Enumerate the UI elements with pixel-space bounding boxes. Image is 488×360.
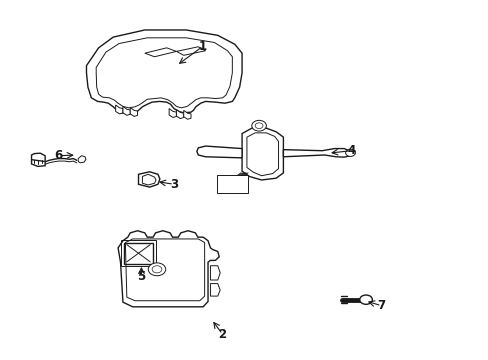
Polygon shape <box>130 108 137 116</box>
Polygon shape <box>197 146 242 158</box>
Polygon shape <box>138 172 160 187</box>
Polygon shape <box>124 243 152 264</box>
Polygon shape <box>210 284 220 296</box>
Circle shape <box>152 266 162 273</box>
Polygon shape <box>78 156 86 163</box>
Text: 2: 2 <box>218 328 226 341</box>
Polygon shape <box>118 231 219 307</box>
Circle shape <box>345 149 355 157</box>
Polygon shape <box>283 149 351 157</box>
Polygon shape <box>142 174 156 185</box>
Polygon shape <box>144 48 176 57</box>
Polygon shape <box>176 47 205 55</box>
Polygon shape <box>176 110 183 118</box>
Text: 6: 6 <box>55 149 63 162</box>
Polygon shape <box>116 105 122 114</box>
Circle shape <box>359 295 372 304</box>
Text: 1: 1 <box>199 40 207 53</box>
Circle shape <box>148 263 165 276</box>
Polygon shape <box>210 266 220 280</box>
Polygon shape <box>86 30 242 114</box>
Polygon shape <box>183 111 191 119</box>
Polygon shape <box>122 107 130 115</box>
Polygon shape <box>216 175 247 193</box>
Text: 4: 4 <box>346 144 355 157</box>
Circle shape <box>251 120 266 131</box>
Polygon shape <box>242 128 283 180</box>
Text: 3: 3 <box>170 178 178 191</box>
Polygon shape <box>31 153 45 166</box>
Text: 7: 7 <box>377 299 385 312</box>
Text: 5: 5 <box>137 270 145 283</box>
Circle shape <box>255 123 263 129</box>
Polygon shape <box>169 109 176 117</box>
